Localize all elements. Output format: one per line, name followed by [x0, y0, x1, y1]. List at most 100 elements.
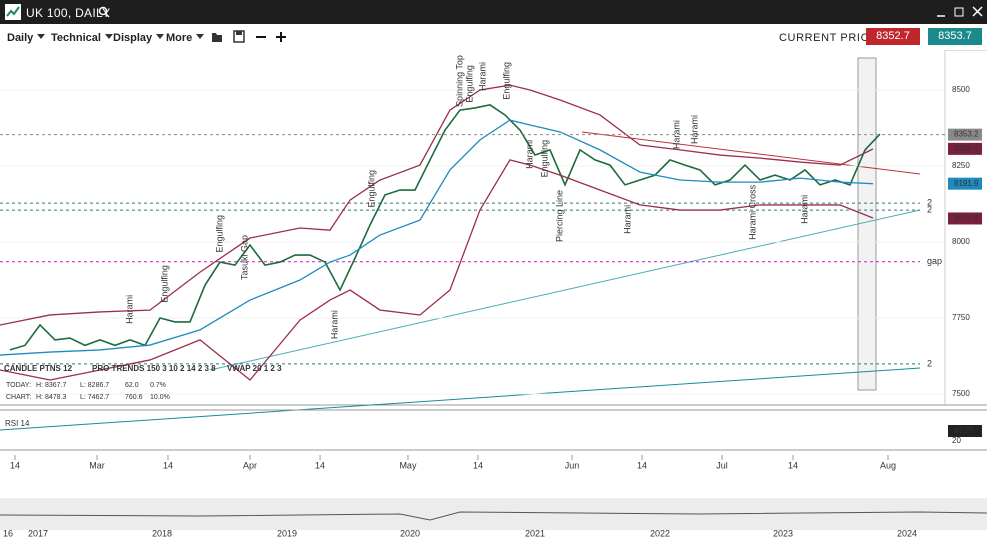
- pattern-label: Spinning Top: [454, 55, 464, 107]
- pattern-label: Harami: [799, 195, 809, 224]
- y-tick-label: 7750: [952, 313, 970, 322]
- pattern-label: Piercing Line: [554, 190, 564, 242]
- menu[interactable]: Display: [113, 32, 164, 44]
- x-tick-label: Jun: [565, 460, 580, 470]
- pattern-label: Tasuki Gap: [239, 235, 249, 280]
- stat: 0.7%: [150, 382, 166, 389]
- series-line: [0, 159, 874, 381]
- stat: L: 8286.7: [80, 382, 109, 389]
- pattern-label: Harami: [689, 115, 699, 144]
- stat: 760.6: [125, 394, 143, 401]
- x-tick-label: 14: [788, 460, 798, 470]
- trend-line: [0, 367, 921, 431]
- x-tick-label: 14: [163, 460, 173, 470]
- ask-price[interactable]: 8353.7: [928, 28, 982, 45]
- pattern-label: Engulfing: [501, 62, 511, 100]
- pattern-label: Harami: [477, 62, 487, 91]
- price-tag-label: 8353.2: [954, 130, 979, 139]
- navigator-label: 2020: [400, 528, 420, 538]
- navigator-label: 2017: [28, 528, 48, 538]
- x-tick-label: 14: [637, 460, 647, 470]
- level-label: 2: [927, 197, 932, 207]
- rsi-tick: 20: [952, 436, 961, 445]
- rsi-value: 63.75: [954, 426, 975, 435]
- toolbar: Daily Technical Display More CURRENT PRI…: [0, 24, 987, 51]
- menu[interactable]: More: [166, 32, 204, 44]
- navigator-label: 2018: [152, 528, 172, 538]
- price-tag-label: 8306.4: [954, 144, 979, 153]
- menu[interactable]: Technical: [51, 32, 113, 44]
- price-tag-label: 8191.9: [954, 179, 979, 188]
- x-tick-label: 14: [315, 460, 325, 470]
- pattern-label: Engulfing: [464, 65, 474, 103]
- pattern-label: Harami Cross: [747, 184, 757, 240]
- selection-box: [857, 57, 877, 391]
- rsi-label: RSI 14: [5, 419, 30, 428]
- chart: 7500 7750 8000 8250 8500 14 Mar 14 Apr 14 May 14 Jun…: [0, 50, 987, 538]
- pattern-label: Engulfing: [159, 265, 169, 303]
- pattern-label: Engulfing: [214, 215, 224, 253]
- navigator-label: 2022: [650, 528, 670, 538]
- y-tick-label: 8000: [952, 237, 970, 246]
- x-tick-label: 14: [10, 460, 20, 470]
- pattern-label: Harami: [524, 140, 534, 169]
- pattern-label: Harami: [622, 205, 632, 234]
- stat: L: 7462.7: [80, 394, 109, 401]
- window-title: UK 100, DAILY: [26, 6, 111, 20]
- x-tick-label: 14: [473, 460, 483, 470]
- trend-line: [209, 209, 921, 371]
- trend-line: [581, 131, 921, 175]
- navigator-line: [0, 511, 987, 521]
- pattern-label: Harami: [329, 310, 339, 339]
- stat: 10.0%: [150, 394, 170, 401]
- navigator-label: 2021: [525, 528, 545, 538]
- plot-area: [0, 50, 945, 405]
- navigator-label: 2023: [773, 528, 793, 538]
- price-tag: [948, 212, 982, 225]
- bid-price[interactable]: 8352.7: [866, 28, 920, 45]
- x-tick-label: Jul: [716, 460, 728, 470]
- navigator-label: 16: [3, 528, 13, 538]
- stat: TODAY:: [6, 382, 31, 389]
- x-tick-label: Mar: [89, 460, 105, 470]
- price-tag: [948, 128, 982, 141]
- series-line: [0, 84, 874, 326]
- pattern-label: Engulfing: [366, 170, 376, 208]
- x-tick-label: May: [399, 460, 417, 470]
- pattern-label: Harami: [671, 120, 681, 149]
- menu[interactable]: Daily: [7, 32, 45, 44]
- level-label: 2: [927, 358, 932, 368]
- tool-icons[interactable]: [210, 29, 300, 45]
- logo: [5, 4, 21, 20]
- navigator-label: 2024: [897, 528, 917, 538]
- stat: 62.0: [125, 382, 139, 389]
- y-tick-label: 8500: [952, 85, 970, 94]
- y-tick-label: 7500: [952, 389, 970, 398]
- stat: H: 8478.3: [36, 394, 66, 401]
- indicator-name: CANDLE PTNS 12: [4, 364, 73, 373]
- navigator[interactable]: [0, 498, 987, 530]
- window-controls[interactable]: [935, 5, 985, 19]
- level-label: 2: [927, 204, 932, 214]
- price-tag: [948, 142, 982, 155]
- series-line: [9, 104, 881, 351]
- title-bar: UK 100, DAILY: [0, 0, 987, 24]
- level-label: gap: [927, 256, 942, 266]
- pattern-label: Harami: [124, 295, 134, 324]
- pattern-label: Engulfing: [539, 140, 549, 178]
- price-tag: [948, 177, 982, 190]
- indicator-name: PRO TRENDS 150 3 10 2 14 2 3 8: [92, 364, 216, 373]
- search-icon[interactable]: [98, 6, 110, 18]
- stat: CHART:: [6, 394, 31, 401]
- rsi-tag: [948, 425, 982, 437]
- current-price-label: CURRENT PRICE:: [779, 32, 881, 44]
- y-tick-label: 8250: [952, 161, 970, 170]
- x-tick-label: Aug: [880, 460, 896, 470]
- x-tick-label: Apr: [243, 460, 257, 470]
- navigator-label: 2019: [277, 528, 297, 538]
- stat: H: 8367.7: [36, 382, 66, 389]
- indicator-name: VWAP 20 1 2 3: [227, 364, 282, 373]
- series-line: [0, 119, 873, 356]
- price-tag-label: 8077.4: [954, 214, 979, 223]
